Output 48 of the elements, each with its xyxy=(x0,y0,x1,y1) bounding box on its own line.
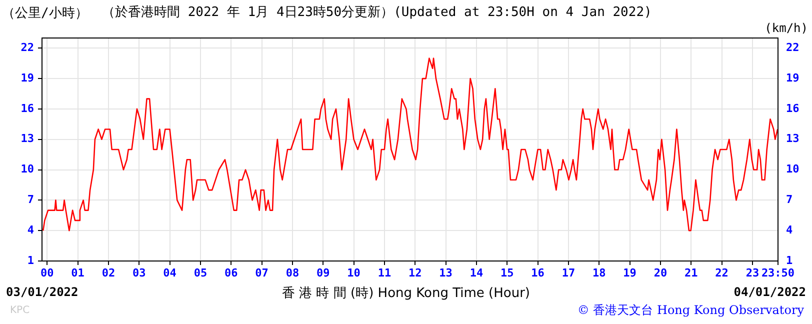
y2-tick-label: 1 xyxy=(786,254,793,267)
x-tick-label: 17 xyxy=(562,266,576,280)
x-tick-label: 09 xyxy=(316,266,330,280)
x-tick-label: 00 xyxy=(40,266,54,280)
x-tick-label: 20 xyxy=(654,266,668,280)
y-tick-label: 13 xyxy=(20,132,34,146)
y-tick-label: 16 xyxy=(20,102,34,115)
y2-tick-label: 19 xyxy=(786,71,800,84)
y2-tick-label: 22 xyxy=(786,40,800,54)
text: 03/01/2022 xyxy=(6,285,78,299)
y-tick-label: 7 xyxy=(27,193,34,206)
y2-tick-label: 7 xyxy=(786,193,793,206)
x-tick-label: 02 xyxy=(102,266,116,280)
y2-tick-label: 4 xyxy=(786,223,793,236)
x-tick-label: 10 xyxy=(347,266,360,280)
x-tick-label: 05 xyxy=(194,266,208,280)
chart-title: （於香港時間 2022 年 1月 4日23時50分更新）(Updated at 23:50H on 4 Jan 2022) xyxy=(102,4,652,21)
x-tick-label: 03 xyxy=(132,266,146,280)
y2-tick-label: 16 xyxy=(786,102,800,115)
y-axis-title: （公里/小時） xyxy=(2,5,88,22)
x-tick-label: 08 xyxy=(286,266,300,280)
y-tick-label: 4 xyxy=(27,223,34,236)
x-tick-label: 12 xyxy=(408,266,422,280)
x-tick-label: 14 xyxy=(470,266,484,280)
y2-tick-label: 13 xyxy=(786,132,800,146)
x-tick-label: 22 xyxy=(715,266,728,280)
x-tick-label: 11 xyxy=(378,266,392,280)
x-tick-label: 16 xyxy=(531,266,545,280)
x-tick-label: 07 xyxy=(255,266,268,280)
y2-tick-label: 10 xyxy=(786,162,800,176)
x-tick-label: 01 xyxy=(71,266,85,280)
x-tick-label: 19 xyxy=(623,266,636,280)
text: © 香港天文台 Hong Kong Observatory xyxy=(577,302,804,319)
x-tick-label: 21 xyxy=(684,266,698,280)
x-tick-label: 23:50 xyxy=(761,266,795,280)
y-tick-label: 19 xyxy=(20,71,34,84)
y2-axis-title: (km/h) xyxy=(764,21,808,35)
x-tick-label: 06 xyxy=(224,266,238,280)
x-tick-label: 15 xyxy=(500,266,514,280)
x-tick-label: 04 xyxy=(163,266,177,280)
y-tick-label: 1 xyxy=(27,254,34,267)
y-tick-label: 22 xyxy=(20,40,34,54)
y-tick-label: 10 xyxy=(20,162,34,176)
x-tick-label: 23 xyxy=(746,266,760,280)
text: 04/01/2022 xyxy=(734,285,806,299)
x-tick-label: 13 xyxy=(439,266,452,280)
x-tick-label: 18 xyxy=(592,266,606,280)
x-axis-title: 香 港 時 間 (時) Hong Kong Time (Hour) xyxy=(282,286,530,301)
